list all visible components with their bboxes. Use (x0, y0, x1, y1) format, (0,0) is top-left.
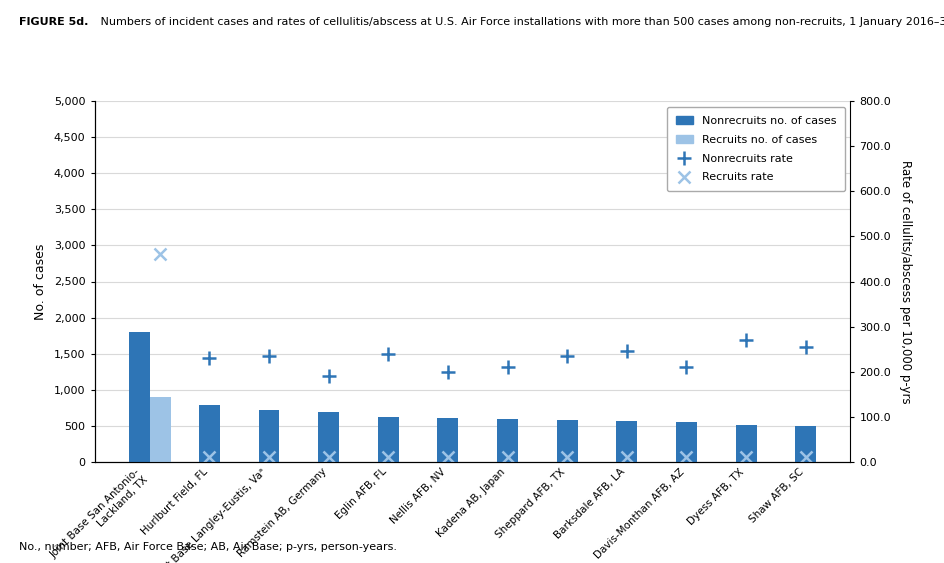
Legend: Nonrecruits no. of cases, Recruits no. of cases, Nonrecruits rate, Recruits rate: Nonrecruits no. of cases, Recruits no. o… (666, 107, 844, 191)
Bar (318, 412, 339, 462)
Bar (556, 420, 577, 462)
Bar (378, 417, 398, 462)
Bar (734, 425, 756, 462)
Bar (795, 426, 816, 462)
Text: Numbers of incident cases and rates of cellulitis/abscess at U.S. Air Force inst: Numbers of incident cases and rates of c… (97, 17, 944, 27)
Bar (615, 421, 636, 462)
Y-axis label: Rate of cellulits/abscess per 10,000 p-yrs: Rate of cellulits/abscess per 10,000 p-y… (898, 160, 911, 403)
Bar (149, 397, 171, 462)
Bar (497, 419, 517, 462)
Bar (128, 332, 149, 462)
Bar (199, 405, 220, 462)
Bar (675, 422, 696, 462)
Text: No., number; AFB, Air Force Base; AB, Air Base; p-yrs, person-years.: No., number; AFB, Air Force Base; AB, Ai… (19, 542, 396, 552)
Bar (259, 410, 279, 462)
Bar (437, 418, 458, 462)
Text: FIGURE 5d.: FIGURE 5d. (19, 17, 88, 27)
Y-axis label: No. of cases: No. of cases (34, 243, 47, 320)
